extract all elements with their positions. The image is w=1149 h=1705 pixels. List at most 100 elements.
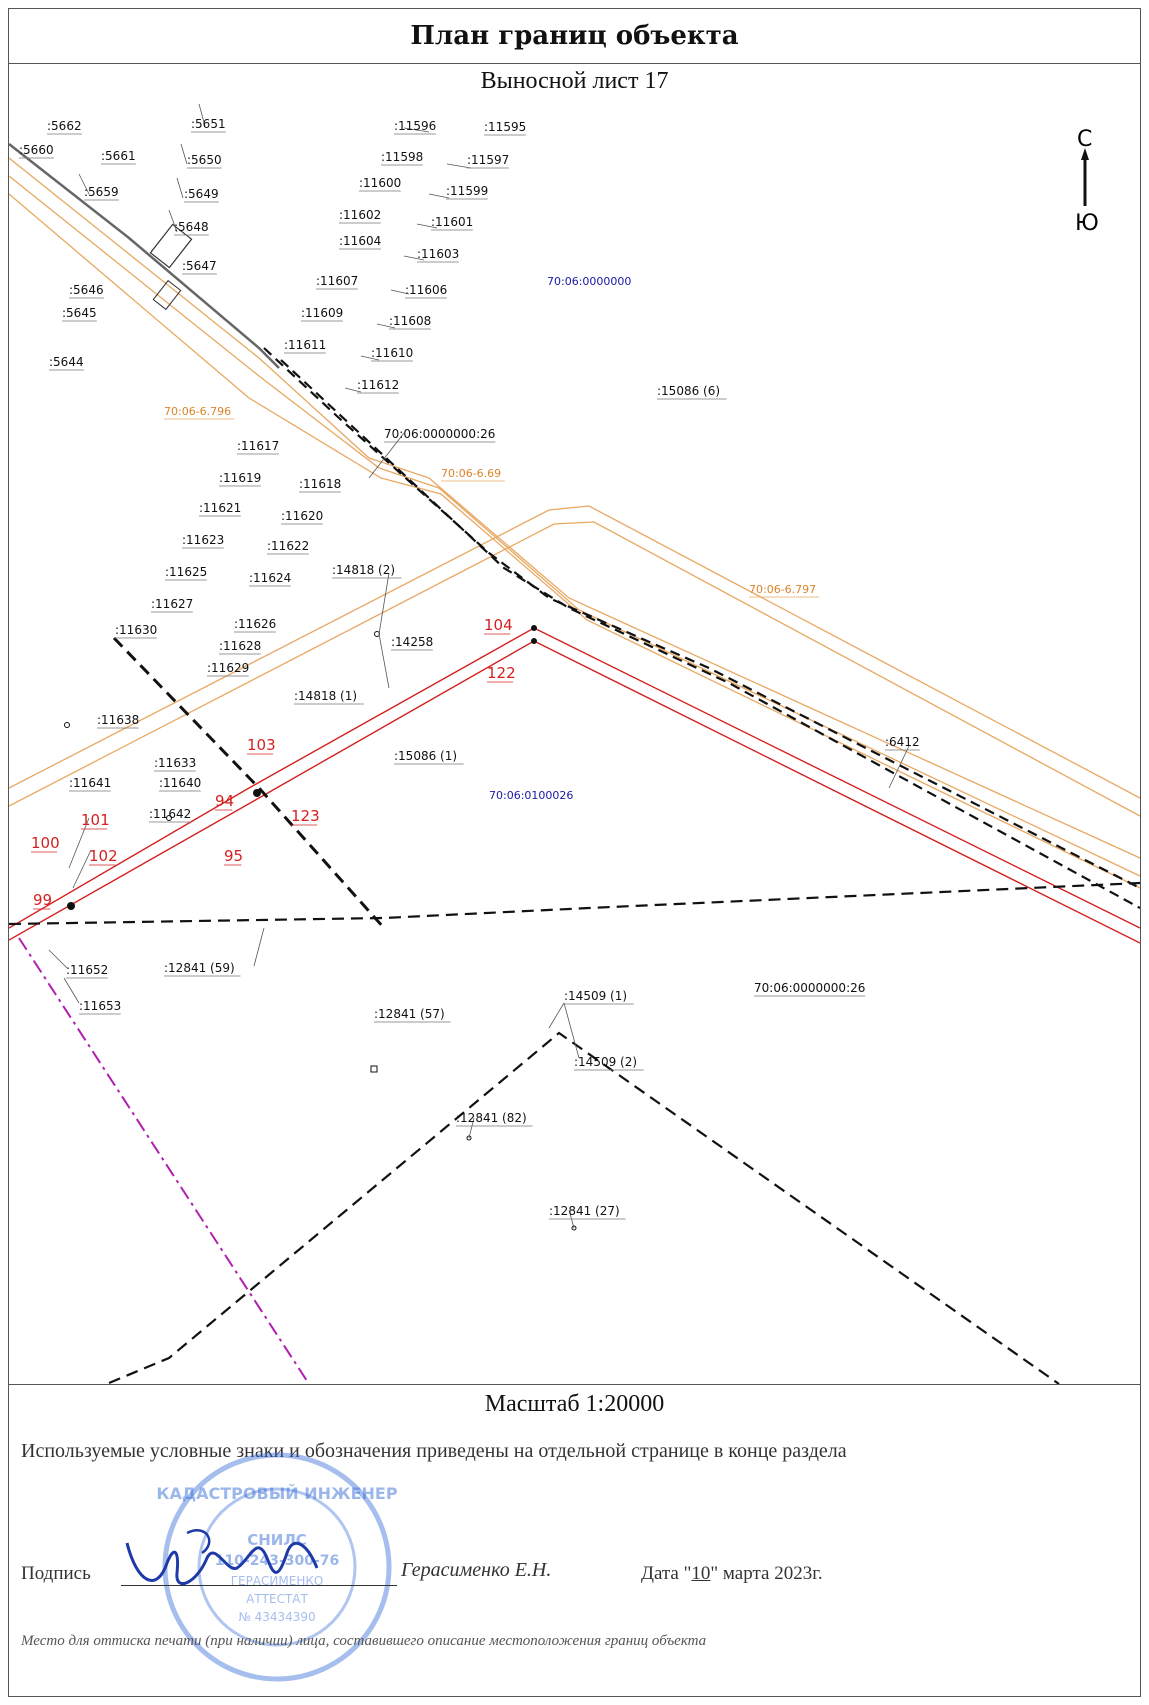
- parcel-label: :5660: [19, 143, 54, 157]
- point-label: 103: [247, 736, 276, 754]
- parcel-label: :11633: [154, 756, 196, 770]
- parcel-label: :11653: [79, 999, 121, 1013]
- purple-boundary-line: [18, 937, 310, 1384]
- sheet-subtitle: Выносной лист 17: [480, 68, 669, 94]
- building-outline: [149, 223, 193, 269]
- zone-label: 70:06-6.796: [164, 405, 231, 418]
- parcel-label: :12841 (27): [549, 1204, 620, 1218]
- parcel-label: :11625: [165, 565, 207, 579]
- parcel-label: :11627: [151, 597, 193, 611]
- stamp-note: Место для оттиска печати (при наличии) л…: [21, 1633, 707, 1649]
- parcel-label: :5644: [49, 355, 84, 369]
- svg-text:КАДАСТРОВЫЙ ИНЖЕНЕР: КАДАСТРОВЫЙ ИНЖЕНЕР: [157, 1484, 397, 1503]
- point-122: [531, 638, 537, 644]
- parcel-label: :14509 (2): [574, 1055, 637, 1069]
- parcel-label: :12841 (82): [456, 1111, 527, 1125]
- parcel-label: :5651: [191, 117, 226, 131]
- parcel-label: :11630: [115, 623, 157, 637]
- document-frame: План границ объекта Выносной лист 17: [8, 8, 1141, 1697]
- zone-band-upper: [9, 157, 1140, 889]
- point-marker-11642: [166, 815, 172, 821]
- cadastral-dashed-diagonal: [112, 636, 386, 929]
- parcel-label: :11606: [405, 283, 447, 297]
- parcel-label: :15086 (6): [657, 384, 720, 398]
- signature-line: [121, 1585, 397, 1586]
- building-outline-small: [152, 279, 182, 311]
- point-label: 123: [291, 807, 320, 825]
- parcel-label: :11641: [69, 776, 111, 790]
- parcel-label: :11610: [371, 346, 413, 360]
- point-label: 94: [215, 792, 234, 810]
- parcel-label: :11618: [299, 477, 341, 491]
- parcel-label: :11601: [431, 215, 473, 229]
- signature-icon: [125, 1529, 319, 1586]
- parcel-label: :11598: [381, 150, 423, 164]
- cadastral-dashed-horizontal: [9, 881, 1140, 926]
- map-labels: :5662:5660:5661:5651:5650:5659:5649:5648…: [19, 117, 920, 1220]
- parcel-label: :11623: [182, 533, 224, 547]
- scale-label: Масштаб 1:20000: [484, 1391, 665, 1417]
- signer-name: Герасименко Е.Н.: [401, 1559, 552, 1581]
- parcel-label: :11596: [394, 119, 436, 133]
- parcel-label: :11652: [66, 963, 108, 977]
- parcel-label: :11629: [207, 661, 249, 675]
- parcel-label: :11621: [199, 501, 241, 515]
- point-104: [531, 625, 537, 631]
- zone-label: 70:06-6.797: [749, 583, 816, 596]
- parcel-label: :5648: [174, 220, 209, 234]
- red-boundary: [9, 627, 1140, 944]
- parcel-label: :5645: [62, 306, 97, 320]
- point-label: 101: [81, 811, 110, 829]
- parcel-label: :11607: [316, 274, 358, 288]
- parcel-label: 70:06:0000000:26: [754, 981, 865, 995]
- parcel-label: :5647: [182, 259, 217, 273]
- north-arrow-icon: [1081, 148, 1089, 206]
- zone-label: 70:06-6.69: [441, 467, 501, 480]
- cadastral-dashed-lower: [108, 1031, 1060, 1384]
- parcel-label: :11626: [234, 617, 276, 631]
- point-99: [67, 902, 75, 910]
- parcel-label: :5662: [47, 119, 82, 133]
- parcel-label: :11608: [389, 314, 431, 328]
- parcel-label: :14818 (2): [332, 563, 395, 577]
- parcel-label: :11620: [281, 509, 323, 523]
- point-marker-14258: [374, 631, 380, 637]
- cadastral-dashed-upper: [263, 347, 1140, 909]
- parcel-label: :11603: [417, 247, 459, 261]
- parcel-label: :11619: [219, 471, 261, 485]
- date-suffix: " марта 2023г.: [710, 1563, 823, 1584]
- parcel-label: :5649: [184, 187, 219, 201]
- footer: Масштаб 1:20000 Используемые условные зн…: [9, 1384, 1140, 1696]
- point-label: 99: [33, 891, 52, 909]
- parcel-label: :11604: [339, 234, 381, 248]
- leader-lines: [48, 103, 910, 1229]
- parcel-label: :15086 (1): [394, 749, 457, 763]
- point-marker-57: [370, 1065, 378, 1073]
- quarter-label: 70:06:0000000: [547, 275, 631, 288]
- parcel-label: :11612: [357, 378, 399, 392]
- parcel-label: 70:06:0000000:26: [384, 427, 495, 441]
- sign-date: Дата "10" марта 2023г.: [641, 1563, 823, 1585]
- svg-text:АТТЕСТАТ: АТТЕСТАТ: [246, 1592, 308, 1606]
- parcel-label: :11611: [284, 338, 326, 352]
- parcel-label: :11642: [149, 807, 191, 821]
- north-label: С: [1077, 127, 1092, 152]
- parcel-label: :11640: [159, 776, 201, 790]
- point-label: 102: [89, 847, 118, 865]
- parcel-label: :11599: [446, 184, 488, 198]
- point-marker-11638: [64, 722, 70, 728]
- zone-band-lower: [9, 505, 1140, 817]
- parcel-label: :11622: [267, 539, 309, 553]
- boundary-map[interactable]: С Ю :5662:5660:5661:5651:5650:5659:5649:…: [9, 98, 1140, 1384]
- parcel-label: :11595: [484, 120, 526, 134]
- parcel-label: :14818 (1): [294, 689, 357, 703]
- signature-row: Подпись Герасименко Е.Н. Дата "10" марта…: [21, 1553, 1121, 1593]
- parcel-label: :5646: [69, 283, 104, 297]
- page-title: План границ объекта: [9, 9, 1140, 64]
- svg-text:ГЕРАСИМЕНКО: ГЕРАСИМЕНКО: [231, 1574, 324, 1588]
- map-canvas: С Ю :5662:5660:5661:5651:5650:5659:5649:…: [9, 103, 1140, 1384]
- parcel-label: :14258: [391, 635, 433, 649]
- point-label: 95: [224, 847, 243, 865]
- parcel-label: :11638: [97, 713, 139, 727]
- parcel-label: :12841 (57): [374, 1007, 445, 1021]
